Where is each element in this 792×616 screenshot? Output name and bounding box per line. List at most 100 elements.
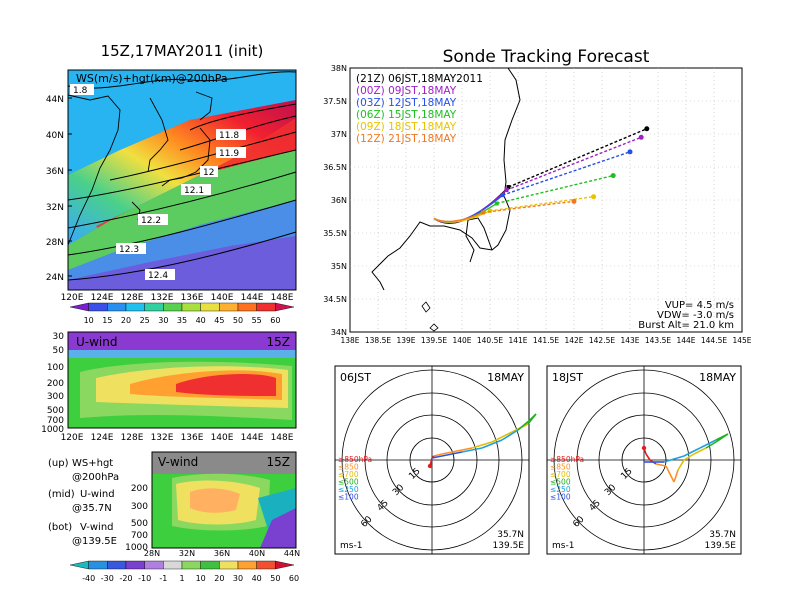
height-contour xyxy=(67,231,297,281)
hodograph-trace xyxy=(673,469,679,483)
v-lat-tick-label: 32N xyxy=(179,549,195,558)
traj-lon-tick-label: 145E xyxy=(732,336,751,345)
colorbar-swatch xyxy=(219,302,239,312)
traj-lon-tick-label: 144.5E xyxy=(701,336,727,345)
traj-lon-tick-label: 141E xyxy=(508,336,527,345)
u-lon-tick-label: 148E xyxy=(271,433,294,443)
map-lon-tick-label: 136E xyxy=(181,293,204,303)
colorbar-tick-label: 50 xyxy=(270,574,280,583)
colorbar-swatch xyxy=(200,560,220,570)
traj-lon-tick-label: 143E xyxy=(620,336,639,345)
hodograph-level-label: ≤100 xyxy=(550,493,571,502)
traj-lat-tick-label: 34.5N xyxy=(323,295,347,304)
v-lat-tick-label: 40N xyxy=(249,549,265,558)
trajectory-dashed xyxy=(506,136,642,191)
colorbar-swatch xyxy=(88,560,108,570)
traj-lat-tick-label: 38N xyxy=(331,64,347,73)
map-lon-tick-label: 124E xyxy=(91,293,114,303)
height-contour xyxy=(67,199,297,256)
colorbar-tick-label: 55 xyxy=(252,316,262,325)
hodograph-level-label: ≤250 xyxy=(550,485,571,494)
legend-key: (mid) xyxy=(48,489,75,500)
trajectory-dashed xyxy=(508,128,648,188)
traj-lat-tick-label: 35.5N xyxy=(323,229,347,238)
trajectory-end-point xyxy=(591,194,597,200)
u-pressure-tick-label: 100 xyxy=(47,363,64,373)
colorbar-swatch xyxy=(144,302,164,312)
traj-lat-tick-label: 37N xyxy=(331,130,347,139)
colorbar-swatch xyxy=(275,560,295,570)
hodograph-lat: 35.7N xyxy=(497,530,524,540)
hodograph-trace xyxy=(715,433,729,441)
trajectory-hour-marker xyxy=(481,210,485,215)
colorbar-wind-component: -40 -30 -20 -10 -1 1 10 20 30 40 50 60 xyxy=(69,560,299,583)
japan-coastline xyxy=(371,67,521,291)
colorbar-tick-label: 35 xyxy=(177,316,187,325)
map-lat-tick-label: 44N xyxy=(46,95,64,105)
trajectory-end-point xyxy=(627,149,633,155)
trajectory-dashed xyxy=(502,151,631,196)
trajectory-end-point xyxy=(638,134,644,140)
hodograph-trace xyxy=(683,447,701,457)
colorbar-tick-label: -20 xyxy=(119,574,132,583)
hodograph-trace xyxy=(441,451,463,457)
u-pressure-tick-label: 50 xyxy=(53,346,65,356)
coastline xyxy=(161,127,211,187)
contour-label-bg xyxy=(138,214,168,225)
map-lon-tick-label: 140E xyxy=(211,293,234,303)
hodograph-trace xyxy=(517,419,531,431)
hodograph-level-label: ≤700 xyxy=(338,470,359,479)
u-pressure-tick-label: 500 xyxy=(47,406,64,416)
hodograph-trace xyxy=(645,453,651,461)
traj-lon-tick-label: 140.5E xyxy=(477,336,503,345)
map-lat-tick-label: 24N xyxy=(46,273,64,283)
u-wind-panel xyxy=(67,331,297,429)
map-lat-tick-label: 28N xyxy=(46,238,64,248)
u-pressure-tick-label: 1000 xyxy=(41,425,64,435)
map-lon-tick-label: 144E xyxy=(241,293,264,303)
hodograph-trace xyxy=(451,447,473,453)
colorbar-tick-label: 10 xyxy=(84,316,94,325)
trajectory-hour-marker xyxy=(487,208,492,213)
traj-lon-tick-label: 142.5E xyxy=(589,336,615,345)
colorbar-tick-label: 1 xyxy=(179,574,184,583)
hodograph-trace xyxy=(663,455,685,463)
map-lat-tick-label: 32N xyxy=(46,203,64,213)
colorbar-tick-label: 40 xyxy=(196,316,206,325)
colorbar-swatch xyxy=(200,302,220,312)
u-pressure-tick-label: 30 xyxy=(53,332,65,342)
colorbar-swatch xyxy=(256,302,276,312)
traj-legend-entry: (09Z) 18JST,18MAY xyxy=(356,121,457,133)
traj-lon-tick-label: 138.5E xyxy=(365,336,391,345)
trajectory-end-point xyxy=(571,198,577,204)
v-pressure-tick-label: 1000 xyxy=(125,543,148,553)
island xyxy=(429,323,439,332)
trajectory-map xyxy=(349,67,743,333)
u-lon-tick-label: 140E xyxy=(211,433,234,443)
legend-line2: @200hPa xyxy=(72,472,119,483)
v-lat-tick-label: 28N xyxy=(144,549,160,558)
v-pressure-tick-label: 700 xyxy=(131,531,148,541)
map-lat-tick-label: 36N xyxy=(46,167,64,177)
vup-label: VUP= 4.5 m/s xyxy=(665,300,734,311)
traj-lon-tick-label: 144E xyxy=(676,336,695,345)
colorbar-swatch xyxy=(256,560,276,570)
contour-label: 12.4 xyxy=(148,271,168,281)
hodograph-level-label: ≥850hPa xyxy=(550,455,584,464)
colorbar-tick-label: 30 xyxy=(233,574,243,583)
traj-legend-entry: (12Z) 21JST,18MAY xyxy=(356,133,457,145)
colorbar-tick-label: 20 xyxy=(121,316,131,325)
trajectory-dashed xyxy=(482,200,575,214)
traj-legend-entry: (06Z) 15JST,18MAY xyxy=(356,109,457,121)
u-wind-time: 15Z xyxy=(267,335,291,349)
hodograph-level-label: ≤850 xyxy=(338,463,359,472)
contour-label-bg xyxy=(70,84,94,95)
u-lon-tick-label: 144E xyxy=(241,433,264,443)
contour-label: 12.3 xyxy=(119,245,139,255)
traj-lat-tick-label: 36N xyxy=(331,196,347,205)
colorbar-swatch xyxy=(163,302,183,312)
v-wind-panel xyxy=(151,451,297,549)
contour-label: 11.9 xyxy=(219,149,239,159)
hodograph-lat: 35.7N xyxy=(709,530,736,540)
